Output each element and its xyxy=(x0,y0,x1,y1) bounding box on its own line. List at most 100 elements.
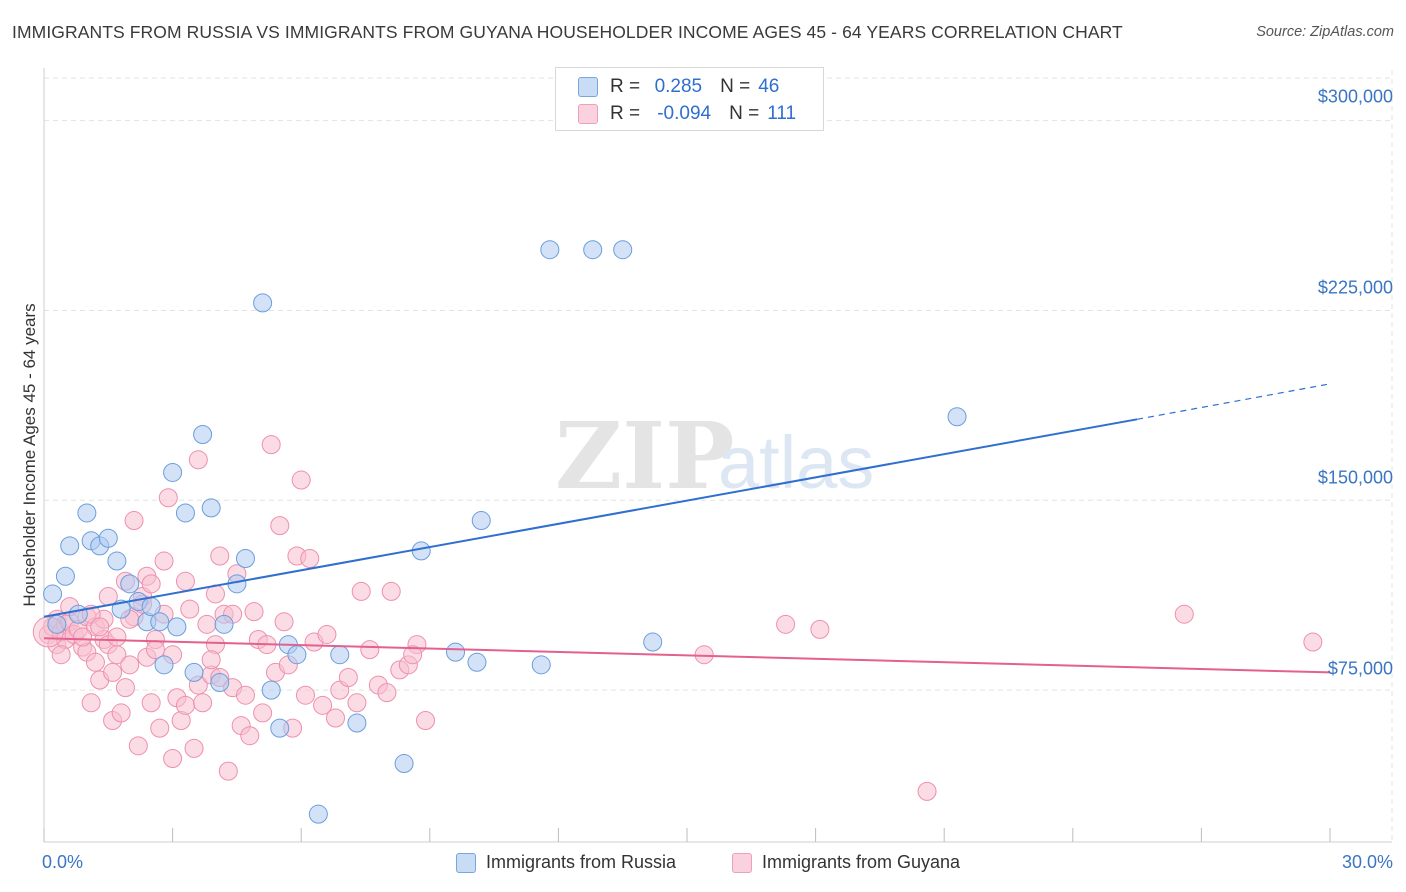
russia-point xyxy=(287,645,307,665)
russia-point xyxy=(467,652,487,672)
russia-point xyxy=(120,574,140,594)
legend-n-label: N = xyxy=(729,103,760,124)
guyana-point xyxy=(240,726,260,746)
guyana-point xyxy=(175,571,195,591)
guyana-point xyxy=(141,574,161,594)
guyana-point xyxy=(377,683,397,703)
y-tick-label: $150,000 xyxy=(1317,467,1393,488)
guyana-point xyxy=(295,685,315,705)
guyana-point xyxy=(111,703,131,723)
russia-point xyxy=(43,584,63,604)
russia-point xyxy=(613,240,633,260)
russia-trend-line xyxy=(43,418,1138,618)
y-tick-label: $300,000 xyxy=(1317,86,1393,107)
russia-point xyxy=(347,713,367,733)
russia-point xyxy=(583,240,603,260)
russia-point xyxy=(471,511,491,531)
russia-point xyxy=(163,462,183,482)
guyana-point xyxy=(120,655,140,675)
russia-point xyxy=(643,632,663,652)
legend-r-value-guyana: -0.094 xyxy=(657,103,712,124)
legend-n-label: N = xyxy=(720,76,751,97)
guyana-point xyxy=(154,551,174,571)
guyana-point xyxy=(317,624,337,644)
guyana-point xyxy=(244,602,264,622)
guyana-point xyxy=(115,678,135,698)
russia-point xyxy=(193,424,213,444)
guyana-point xyxy=(163,748,183,768)
legend-row-guyana: R = -0.094 N = 111 xyxy=(578,101,796,127)
guyana-point xyxy=(103,662,123,682)
guyana-point xyxy=(85,652,105,672)
russia-point xyxy=(184,662,204,682)
legend-r-label: R = xyxy=(610,103,641,124)
guyana-point xyxy=(338,667,358,687)
guyana-point xyxy=(274,612,294,632)
bottom-legend-russia-label: Immigrants from Russia xyxy=(486,852,677,872)
legend-r-label: R = xyxy=(610,76,641,97)
guyana-point xyxy=(917,781,937,801)
guyana-point xyxy=(1303,632,1323,652)
guyana-point xyxy=(325,708,345,728)
guyana-legend-swatch xyxy=(732,852,752,873)
guyana-point xyxy=(175,695,195,715)
chart-title: IMMIGRANTS FROM RUSSIA VS IMMIGRANTS FRO… xyxy=(12,22,1123,42)
guyana-point xyxy=(197,614,217,634)
russia-point xyxy=(394,754,414,774)
guyana-point xyxy=(218,761,238,781)
guyana-point xyxy=(90,617,110,637)
guyana-point xyxy=(270,516,290,536)
axes xyxy=(43,68,1392,843)
guyana-point xyxy=(360,640,380,660)
guyana-point xyxy=(141,693,161,713)
bottom-legend-russia: Immigrants from Russia xyxy=(456,852,676,873)
russia-point xyxy=(235,549,255,569)
russia-swatch xyxy=(578,77,598,97)
x-tick-label-max: 30.0% xyxy=(1341,852,1393,872)
russia-point xyxy=(47,614,67,634)
guyana-point xyxy=(347,693,367,713)
guyana-point xyxy=(210,546,230,566)
russia-point xyxy=(68,604,88,624)
guyana-point xyxy=(300,549,320,569)
watermark-zip: ZIP xyxy=(555,402,734,510)
guyana-point xyxy=(184,738,204,758)
source-label: Source: ZipAtlas.com xyxy=(1256,24,1394,40)
guyana-point xyxy=(253,703,273,723)
guyana-trend-line xyxy=(43,637,1331,674)
guyana-point xyxy=(158,488,178,508)
russia-point xyxy=(270,718,290,738)
bottom-legend-guyana: Immigrants from Guyana xyxy=(732,852,960,873)
guyana-point xyxy=(403,645,423,665)
guyana-point xyxy=(193,693,213,713)
guyana-point xyxy=(810,619,830,639)
guyana-point xyxy=(51,645,71,665)
russia-point xyxy=(261,680,281,700)
russia-legend-swatch xyxy=(456,852,476,873)
guyana-point xyxy=(188,450,208,470)
russia-point xyxy=(98,528,118,548)
guyana-point xyxy=(416,711,436,731)
russia-point xyxy=(540,240,560,260)
grid xyxy=(44,70,1393,842)
russia-point xyxy=(167,617,187,637)
russia-point xyxy=(175,503,195,523)
russia-point xyxy=(253,293,273,313)
guyana-point xyxy=(73,627,93,647)
guyana-swatch xyxy=(578,104,598,124)
legend-r-value-russia: 0.285 xyxy=(654,76,703,97)
russia-point xyxy=(214,614,234,634)
series-russia-points xyxy=(43,240,967,824)
bottom-legend-guyana-label: Immigrants from Guyana xyxy=(762,852,961,872)
russia-point xyxy=(77,503,97,523)
russia-point xyxy=(446,642,466,662)
russia-point xyxy=(411,541,431,561)
russia-point xyxy=(947,407,967,427)
guyana-point xyxy=(128,736,148,756)
legend-row-russia: R = 0.285 N = 46 xyxy=(578,74,779,100)
x-tick-label-min: 0.0% xyxy=(42,852,84,872)
guyana-point xyxy=(291,470,311,490)
y-tick-label: $75,000 xyxy=(1327,658,1393,679)
